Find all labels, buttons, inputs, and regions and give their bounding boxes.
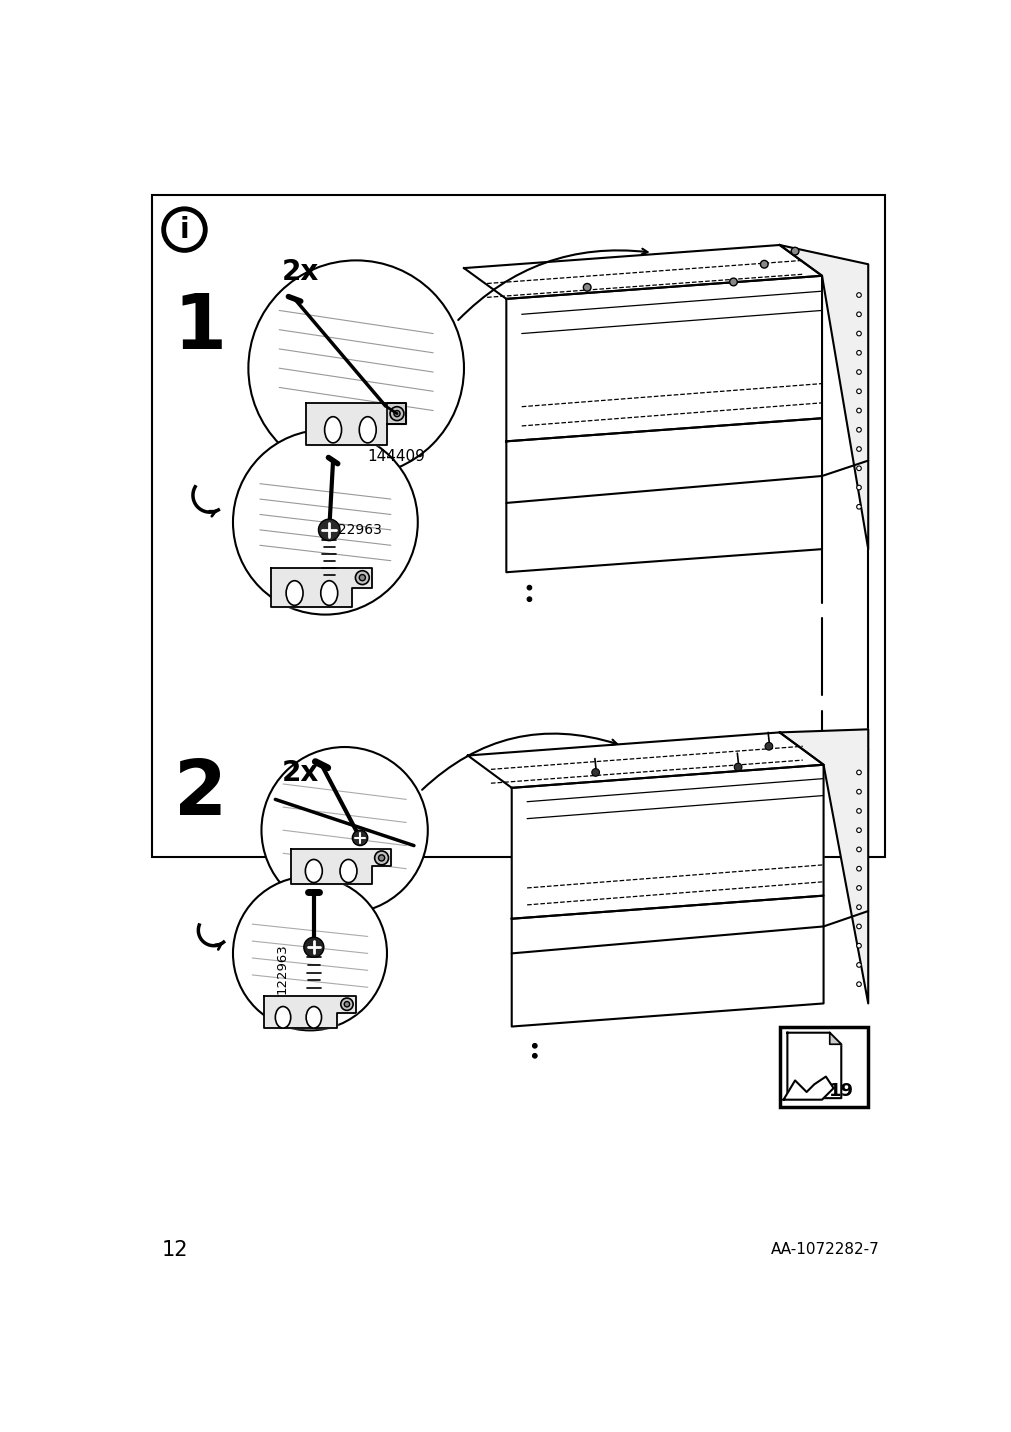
Circle shape [352,831,367,845]
Text: 122963: 122963 [275,944,288,994]
Circle shape [261,748,428,914]
Polygon shape [783,1077,833,1100]
Polygon shape [778,245,867,548]
Polygon shape [512,895,823,1027]
Circle shape [856,312,860,316]
Circle shape [856,770,860,775]
Circle shape [359,574,365,581]
Text: AA-1072282-7: AA-1072282-7 [770,1243,879,1257]
Ellipse shape [325,417,342,442]
Circle shape [164,209,205,251]
Circle shape [591,769,599,776]
Circle shape [856,962,860,967]
Circle shape [389,407,403,421]
Circle shape [856,885,860,891]
Polygon shape [506,418,821,573]
Circle shape [856,428,860,432]
Circle shape [856,351,860,355]
Polygon shape [506,276,821,441]
Ellipse shape [275,1007,290,1028]
Circle shape [856,866,860,871]
Polygon shape [467,732,823,788]
Text: 144409: 144409 [367,450,426,464]
Polygon shape [305,402,405,445]
Circle shape [233,430,418,614]
Circle shape [856,331,860,337]
Circle shape [355,571,369,584]
Circle shape [378,855,384,861]
Text: 122963: 122963 [329,523,382,537]
Circle shape [374,851,388,865]
Circle shape [532,1044,537,1048]
Polygon shape [290,849,390,884]
Circle shape [856,369,860,374]
Circle shape [248,261,463,475]
Circle shape [582,284,590,291]
Polygon shape [386,402,405,424]
Circle shape [791,248,798,255]
Polygon shape [787,1032,840,1098]
Text: 12: 12 [161,1240,188,1260]
Circle shape [856,809,860,813]
Circle shape [856,905,860,909]
Circle shape [856,447,860,451]
Polygon shape [512,765,823,919]
Polygon shape [463,245,821,299]
Circle shape [233,876,386,1031]
Circle shape [856,465,860,471]
Circle shape [856,390,860,394]
Bar [152,195,885,858]
Polygon shape [829,1032,840,1044]
Polygon shape [264,995,356,1028]
Ellipse shape [359,417,376,442]
Circle shape [393,411,399,417]
Circle shape [856,982,860,987]
Circle shape [856,944,860,948]
Circle shape [729,278,737,286]
Circle shape [856,828,860,832]
Circle shape [527,597,531,601]
Circle shape [856,408,860,412]
Circle shape [856,924,860,929]
Text: 2x: 2x [281,258,318,286]
Text: 19: 19 [829,1081,853,1100]
Circle shape [344,1001,349,1007]
Circle shape [341,998,353,1011]
Ellipse shape [320,581,338,606]
Circle shape [527,586,531,590]
Ellipse shape [340,859,357,882]
Bar [778,1027,867,1107]
Polygon shape [778,729,867,1004]
Circle shape [532,1054,537,1058]
Text: 2x: 2x [281,759,318,788]
Circle shape [856,485,860,490]
Circle shape [764,742,772,750]
Polygon shape [271,569,371,607]
Circle shape [303,937,324,957]
Circle shape [856,292,860,298]
Circle shape [856,789,860,793]
Ellipse shape [305,1007,321,1028]
Circle shape [734,763,741,770]
Circle shape [318,520,340,541]
Circle shape [856,848,860,852]
Text: i: i [180,216,189,243]
Circle shape [856,504,860,510]
Ellipse shape [286,581,302,606]
Text: 2: 2 [174,758,226,831]
Circle shape [759,261,767,268]
Text: 1: 1 [174,291,226,365]
Ellipse shape [305,859,321,882]
